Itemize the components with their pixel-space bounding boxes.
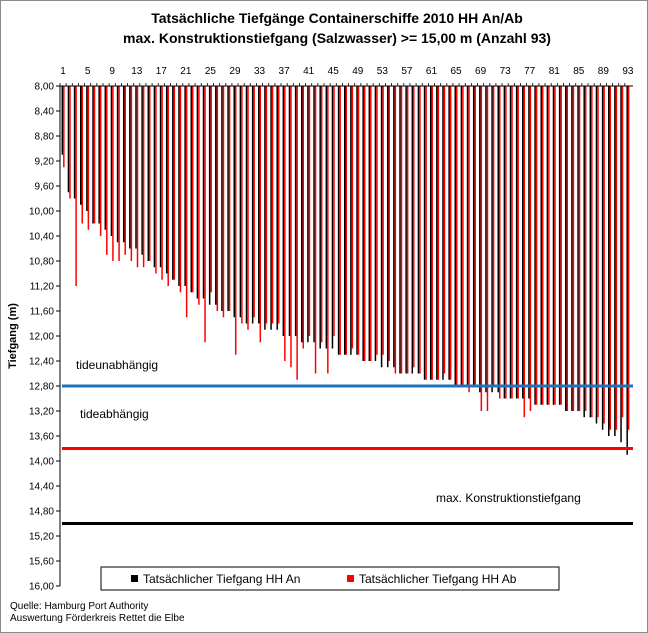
y-tick-label: 13,60 [29,432,54,443]
x-tick-label: 13 [131,66,143,77]
bar-layer [61,86,630,455]
annotation-tideunabhaengig: tideunabhängig [76,358,158,372]
x-tick-label: 85 [573,66,585,77]
legend-swatch-an [131,575,138,582]
x-tick-label: 37 [279,66,291,77]
y-tick-label: 11,60 [30,307,55,318]
x-tick-label: 5 [85,66,91,77]
x-tick-label: 25 [205,66,217,77]
x-tick-label: 57 [401,66,413,77]
x-tick-label: 73 [500,66,512,77]
x-tick-label: 81 [549,66,561,77]
y-tick-label: 14,80 [29,507,54,518]
legend: Tatsächlicher Tiefgang HH An Tatsächlich… [100,566,560,591]
y-tick-label: 12,00 [29,332,54,343]
annotation-tideabhaengig: tideabhängig [80,407,149,421]
y-tick-label: 9,60 [35,182,55,193]
y-axis-ticks: 8,00 8,40 8,80 9,20 9,60 10,00 10,40 10,80 11,20… [29,82,60,593]
y-tick-label: 15,20 [29,532,54,543]
x-tick-label: 21 [180,66,192,77]
x-tick-label: 17 [156,66,168,77]
y-tick-label: 10,40 [29,232,54,243]
chart-title: Tatsächliche Tiefgänge Containerschiffe … [151,10,523,26]
x-tick-label: 45 [328,66,340,77]
x-tick-label: 89 [598,66,610,77]
y-tick-label: 8,40 [35,107,55,118]
x-tick-label: 65 [450,66,462,77]
x-tick-label: 77 [524,66,536,77]
x-tick-label: 69 [475,66,487,77]
x-tick-label: 53 [377,66,389,77]
y-tick-label: 14,40 [29,482,54,493]
y-tick-label: 8,80 [35,132,55,143]
legend-swatch-ab [347,575,354,582]
x-tick-label: 41 [303,66,315,77]
y-tick-label: 16,00 [29,582,54,593]
y-tick-label: 10,80 [29,257,54,268]
y-tick-label: 15,60 [29,557,54,568]
y-tick-label: 12,80 [29,382,54,393]
x-tick-label: 9 [109,66,115,77]
x-tick-label: 29 [229,66,241,77]
y-tick-label: 8,00 [35,82,55,93]
reference-lines [62,384,633,525]
y-axis-label: Tiefgang (m) [7,303,19,369]
y-tick-label: 11,20 [30,282,55,293]
x-axis-ticks: 1 5 9 13 17 21 25 29 33 37 41 45 49 53 57 61 65 69 73 77 81 8… [59,66,634,86]
y-tick-label: 10,00 [29,207,54,218]
y-tick-label: 9,20 [35,157,55,168]
source-line-2: Auswertung Förderkreis Rettet die Elbe [10,613,185,624]
y-tick-label: 12,40 [29,357,54,368]
x-tick-label: 93 [622,66,634,77]
annotation-konstruktionstiefgang: max. Konstruktionstiefgang [436,491,581,505]
x-tick-label: 61 [426,66,438,77]
legend-box [100,566,560,591]
source-line-1: Quelle: Hamburg Port Authority [10,601,148,612]
x-tick-label: 49 [352,66,364,77]
y-tick-label: 14,00 [29,457,54,468]
legend-label-an: Tatsächlicher Tiefgang HH An [143,572,300,586]
y-tick-label: 13,20 [29,407,54,418]
chart-subtitle: max. Konstruktionstiefgang (Salzwasser) … [123,30,551,46]
x-tick-label: 1 [60,66,66,77]
x-tick-label: 33 [254,66,266,77]
legend-label-ab: Tatsächlicher Tiefgang HH Ab [359,572,517,586]
